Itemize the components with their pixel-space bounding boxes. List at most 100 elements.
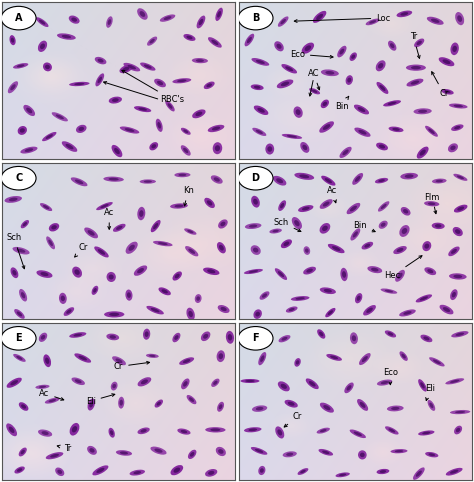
Ellipse shape xyxy=(450,380,459,383)
Ellipse shape xyxy=(455,229,460,234)
Ellipse shape xyxy=(411,66,421,69)
Ellipse shape xyxy=(21,404,26,409)
Ellipse shape xyxy=(123,63,140,71)
Text: Sch: Sch xyxy=(6,233,25,269)
Ellipse shape xyxy=(303,246,310,255)
Circle shape xyxy=(1,6,36,30)
Ellipse shape xyxy=(276,178,283,183)
Ellipse shape xyxy=(88,230,95,236)
Ellipse shape xyxy=(281,19,286,24)
Ellipse shape xyxy=(319,449,333,455)
Ellipse shape xyxy=(251,447,267,455)
Ellipse shape xyxy=(244,269,263,274)
Ellipse shape xyxy=(441,89,454,94)
Ellipse shape xyxy=(313,11,327,23)
Ellipse shape xyxy=(38,40,47,52)
Ellipse shape xyxy=(181,430,187,433)
Ellipse shape xyxy=(282,337,288,341)
Ellipse shape xyxy=(451,331,468,337)
Ellipse shape xyxy=(220,222,226,226)
Ellipse shape xyxy=(104,311,124,318)
Ellipse shape xyxy=(10,380,18,385)
Ellipse shape xyxy=(280,203,284,208)
Circle shape xyxy=(1,326,36,350)
Ellipse shape xyxy=(362,356,368,362)
Text: Cr: Cr xyxy=(432,72,448,98)
Ellipse shape xyxy=(244,427,262,432)
Ellipse shape xyxy=(178,174,186,176)
Ellipse shape xyxy=(294,358,301,367)
Text: Ac: Ac xyxy=(39,389,64,400)
Ellipse shape xyxy=(253,199,258,205)
Ellipse shape xyxy=(451,249,457,254)
Ellipse shape xyxy=(401,12,408,15)
Ellipse shape xyxy=(10,84,16,90)
Ellipse shape xyxy=(226,331,234,344)
Ellipse shape xyxy=(378,201,390,212)
Ellipse shape xyxy=(120,126,139,134)
Ellipse shape xyxy=(45,358,49,364)
Ellipse shape xyxy=(144,180,152,183)
Ellipse shape xyxy=(51,225,57,229)
Ellipse shape xyxy=(317,428,330,434)
Ellipse shape xyxy=(9,198,18,201)
Ellipse shape xyxy=(278,271,284,277)
Ellipse shape xyxy=(273,230,279,232)
Ellipse shape xyxy=(190,452,194,457)
Ellipse shape xyxy=(213,381,218,385)
Ellipse shape xyxy=(146,354,159,358)
Ellipse shape xyxy=(160,14,175,22)
Ellipse shape xyxy=(320,402,334,413)
Text: Cr: Cr xyxy=(74,243,88,257)
Ellipse shape xyxy=(427,17,444,25)
Ellipse shape xyxy=(17,12,23,16)
Ellipse shape xyxy=(452,292,456,297)
Ellipse shape xyxy=(219,404,222,409)
Ellipse shape xyxy=(9,427,14,433)
Ellipse shape xyxy=(21,220,29,228)
Ellipse shape xyxy=(453,174,467,181)
Ellipse shape xyxy=(431,19,439,23)
Ellipse shape xyxy=(450,42,459,55)
Ellipse shape xyxy=(303,267,316,275)
Ellipse shape xyxy=(91,286,98,295)
Text: Ac: Ac xyxy=(104,208,114,229)
Ellipse shape xyxy=(457,175,464,179)
Ellipse shape xyxy=(157,122,161,129)
Ellipse shape xyxy=(40,43,45,49)
Ellipse shape xyxy=(339,147,352,158)
Ellipse shape xyxy=(418,379,427,391)
Ellipse shape xyxy=(195,294,201,303)
Ellipse shape xyxy=(433,360,441,364)
Ellipse shape xyxy=(217,350,225,362)
Ellipse shape xyxy=(328,310,333,315)
Ellipse shape xyxy=(265,144,274,155)
Ellipse shape xyxy=(36,270,53,278)
Ellipse shape xyxy=(18,126,27,135)
Ellipse shape xyxy=(103,176,124,182)
Ellipse shape xyxy=(275,427,284,439)
Ellipse shape xyxy=(340,268,348,281)
Ellipse shape xyxy=(145,332,149,337)
Ellipse shape xyxy=(181,145,191,156)
Ellipse shape xyxy=(352,335,356,341)
Ellipse shape xyxy=(286,307,298,313)
Circle shape xyxy=(1,166,36,190)
Ellipse shape xyxy=(11,329,20,333)
Text: Sch: Sch xyxy=(273,218,301,231)
Ellipse shape xyxy=(52,112,68,121)
Ellipse shape xyxy=(305,45,311,51)
Ellipse shape xyxy=(61,295,65,301)
Ellipse shape xyxy=(73,334,82,336)
Ellipse shape xyxy=(201,332,210,341)
Ellipse shape xyxy=(140,11,145,17)
Ellipse shape xyxy=(389,127,403,132)
Ellipse shape xyxy=(256,60,265,64)
Ellipse shape xyxy=(429,402,433,408)
Ellipse shape xyxy=(206,83,212,87)
Ellipse shape xyxy=(416,470,422,477)
Ellipse shape xyxy=(39,333,47,342)
Ellipse shape xyxy=(293,107,303,118)
Ellipse shape xyxy=(422,241,431,251)
Ellipse shape xyxy=(208,471,214,475)
